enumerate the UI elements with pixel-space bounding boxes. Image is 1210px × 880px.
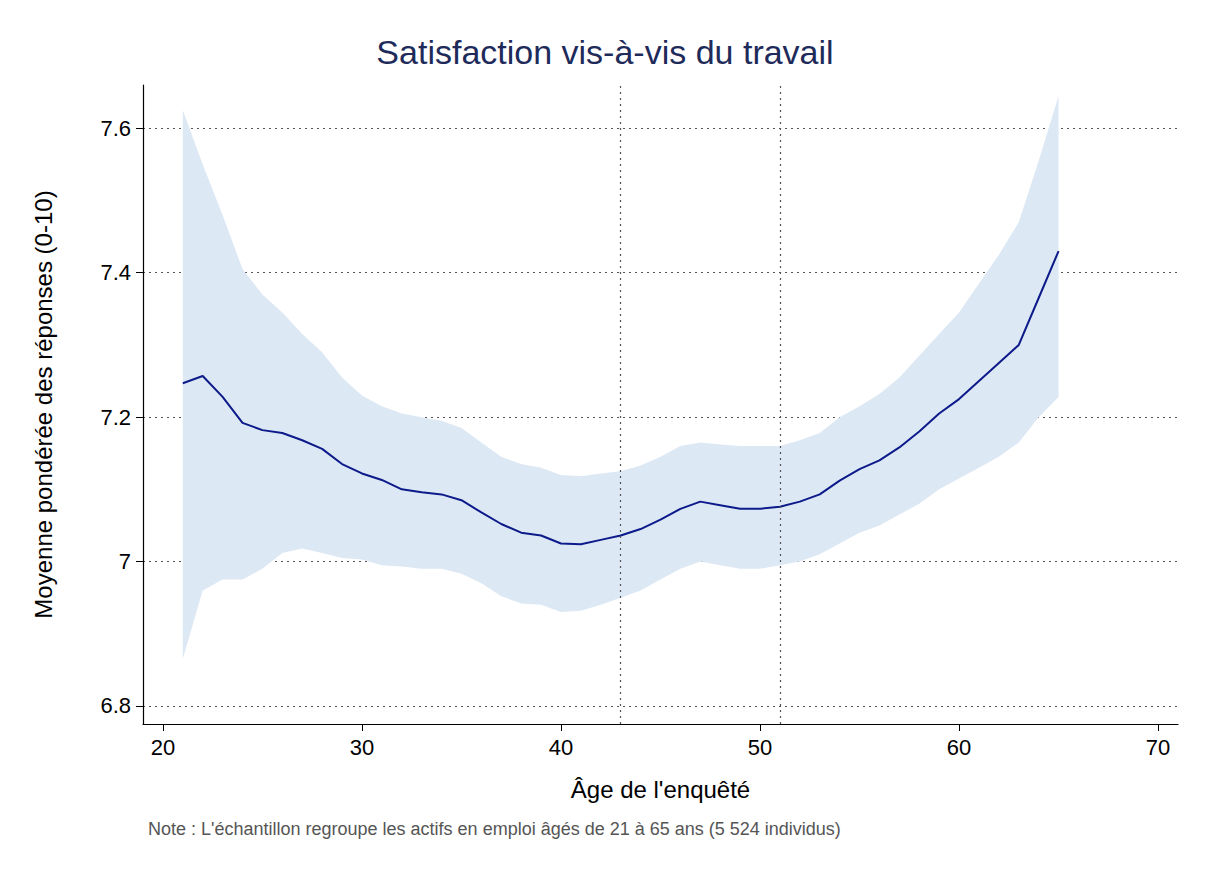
svg-text:60: 60 (947, 735, 971, 760)
svg-text:50: 50 (748, 735, 772, 760)
svg-text:Moyenne pondérée des réponses: Moyenne pondérée des réponses (0-10) (30, 190, 57, 618)
svg-text:70: 70 (1146, 735, 1170, 760)
svg-text:40: 40 (549, 735, 573, 760)
svg-text:Âge de l'enquêté: Âge de l'enquêté (571, 776, 750, 803)
svg-text:Satisfaction vis-à-vis du trav: Satisfaction vis-à-vis du travail (376, 33, 833, 71)
svg-text:7: 7 (119, 549, 131, 574)
svg-text:7.6: 7.6 (100, 116, 131, 141)
svg-text:6.8: 6.8 (100, 693, 131, 718)
svg-text:7.2: 7.2 (100, 405, 131, 430)
svg-text:30: 30 (350, 735, 374, 760)
svg-text:Note : L'échantillon regroupe: Note : L'échantillon regroupe les actifs… (148, 819, 841, 839)
svg-text:7.4: 7.4 (100, 260, 131, 285)
svg-text:20: 20 (151, 735, 175, 760)
